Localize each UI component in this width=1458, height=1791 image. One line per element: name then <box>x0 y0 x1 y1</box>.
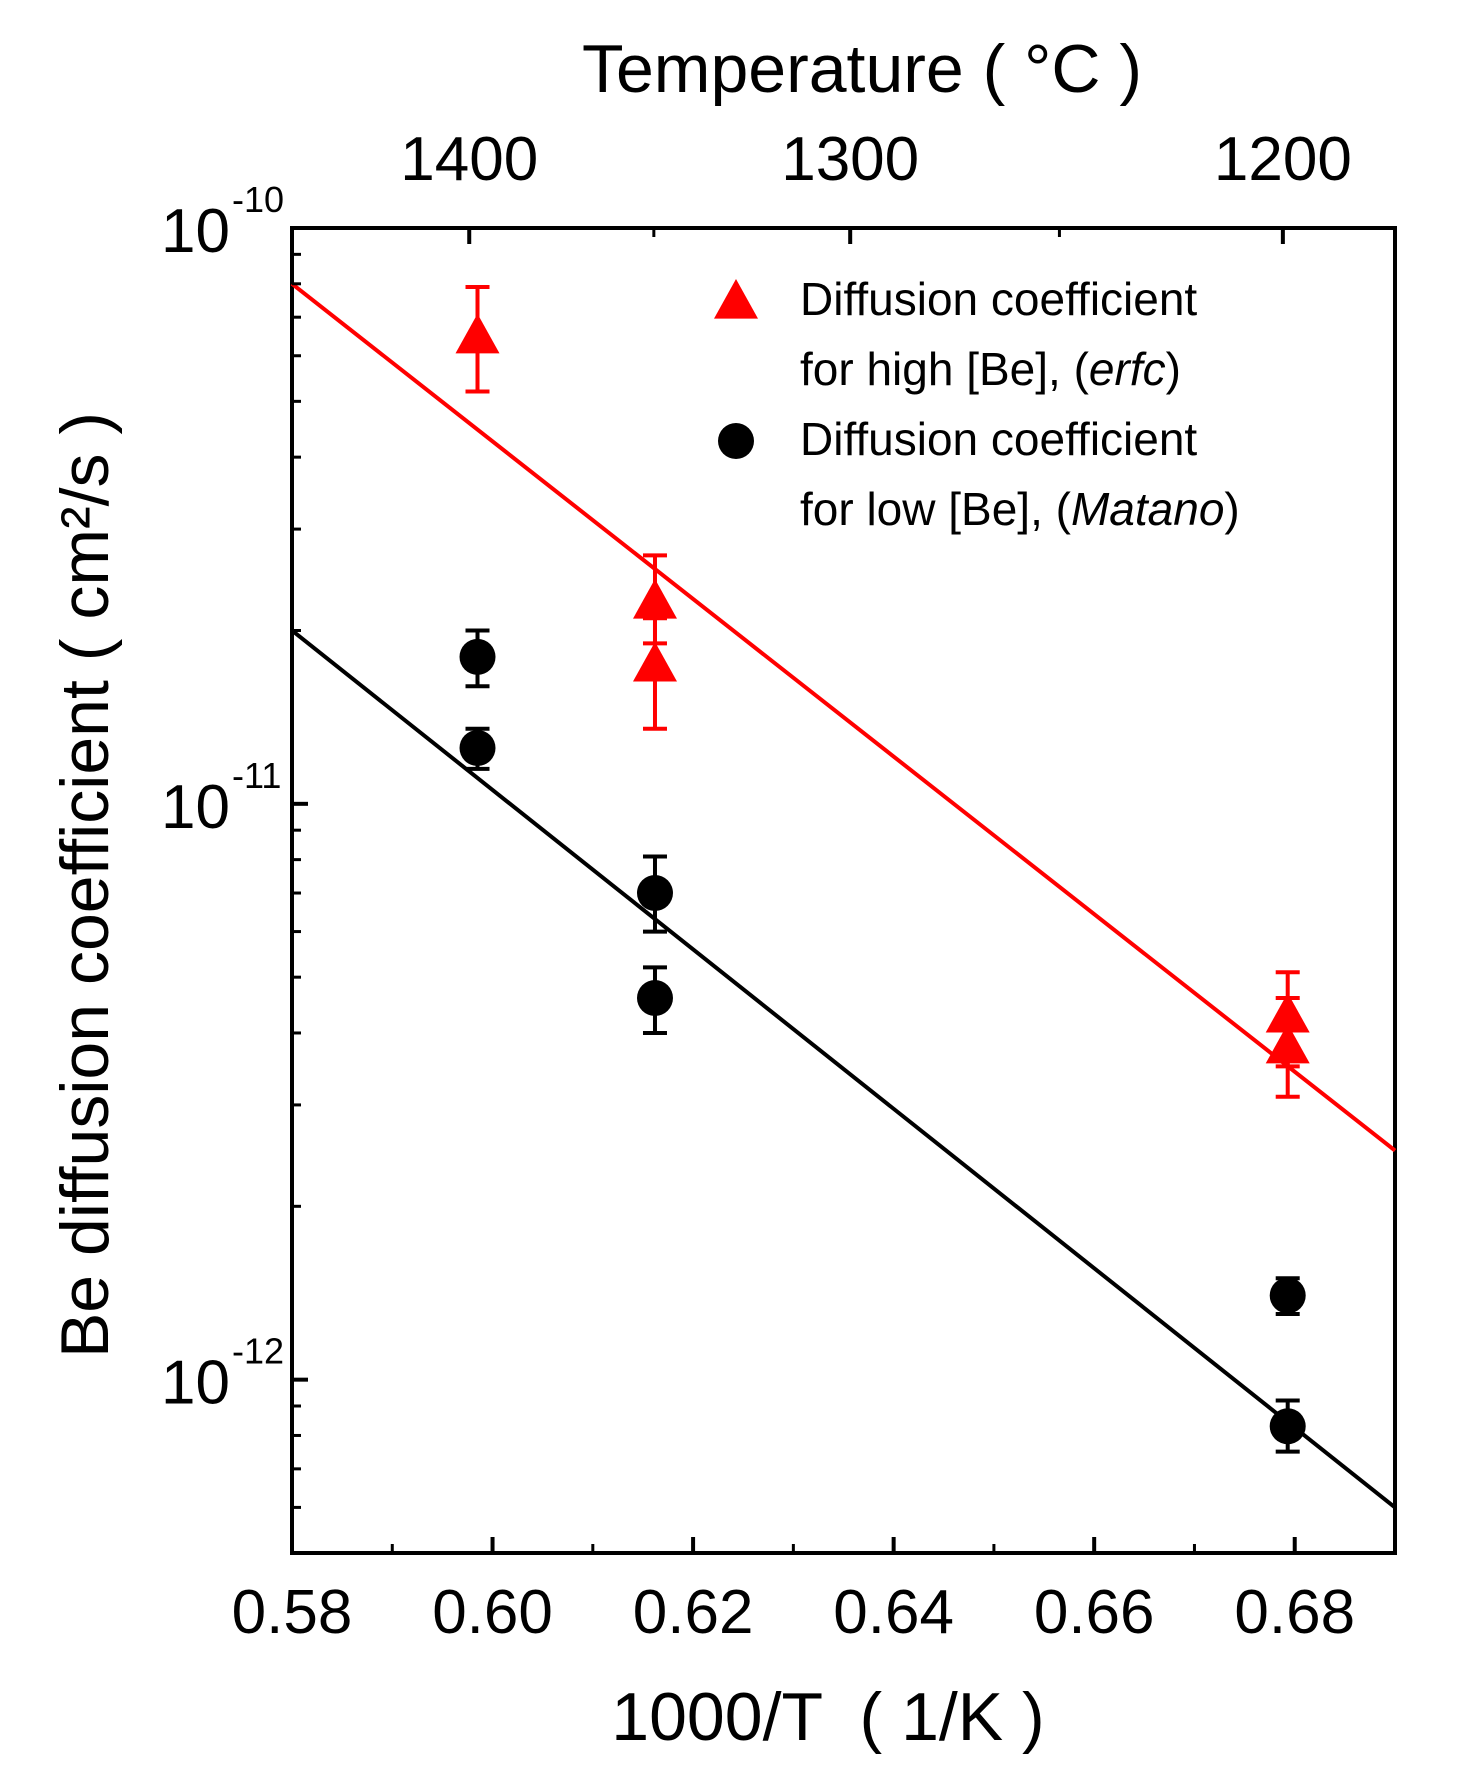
x-tick-label: 0.66 <box>1034 1578 1155 1647</box>
top-axis-title: Temperature ( °C ) <box>582 31 1142 107</box>
plot-border <box>290 226 1397 1555</box>
x-tick-label: 0.62 <box>633 1578 754 1647</box>
x-tick-label: 0.58 <box>232 1578 353 1647</box>
triangle-point <box>455 313 500 354</box>
legend-label-line2: for high [Be], (erfc) <box>800 343 1181 395</box>
legend-label-line1: Diffusion coefficient <box>800 413 1197 465</box>
triangle-point <box>1265 1023 1310 1064</box>
plot-frame <box>290 226 1397 1555</box>
y-tick-exponent: -11 <box>232 755 281 796</box>
circle-point <box>1269 1408 1306 1445</box>
triangle-point <box>632 641 677 682</box>
triangle-point <box>632 579 677 619</box>
top-tick-label: 1200 <box>1214 125 1352 194</box>
x-axis-title: 1000/T ( 1/K ) <box>611 1679 1044 1755</box>
y-axis-title: Be diffusion coefficient ( cm²/s ) <box>47 412 123 1358</box>
x-tick-label: 0.64 <box>833 1578 954 1647</box>
legend-label-line2: for low [Be], (Matano) <box>800 483 1240 535</box>
y-tick-base: 10 <box>161 197 230 266</box>
fit-line <box>290 282 1397 1153</box>
circle-point <box>1269 1277 1306 1314</box>
circle-point <box>636 875 673 912</box>
legend-circle-marker <box>718 423 754 459</box>
fit-line <box>290 628 1397 1509</box>
circle-point <box>636 980 673 1017</box>
top-tick-label: 1400 <box>400 125 538 194</box>
legend: Diffusion coefficient for high [Be], (erf… <box>714 273 1240 535</box>
data-markers <box>455 284 1310 1454</box>
circle-point <box>459 638 496 675</box>
x-tick-label: 0.60 <box>432 1578 553 1647</box>
circle-point <box>459 730 496 767</box>
top-tick-label: 1300 <box>781 125 919 194</box>
y-tick-base: 10 <box>161 773 230 842</box>
legend-label-line1: Diffusion coefficient <box>800 273 1197 325</box>
y-tick-exponent: -12 <box>232 1331 284 1372</box>
y-tick-base: 10 <box>161 1349 230 1418</box>
y-tick-exponent: -10 <box>232 179 284 220</box>
legend-triangle-marker <box>714 279 758 319</box>
x-tick-label: 0.68 <box>1234 1578 1355 1647</box>
fit-lines <box>290 282 1397 1509</box>
